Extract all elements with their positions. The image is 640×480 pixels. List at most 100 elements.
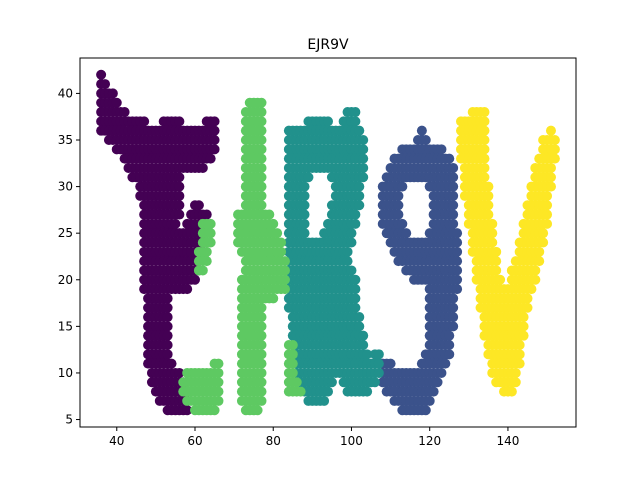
scatter-point (479, 153, 490, 164)
scatter-point (209, 135, 220, 145)
scatter-point (358, 330, 369, 341)
scatter-point (452, 284, 463, 295)
scatter-point (542, 218, 553, 229)
scatter-point (491, 246, 502, 257)
scatter-point (256, 330, 267, 341)
scatter-point (362, 386, 373, 397)
scatter-point (96, 69, 107, 80)
scatter-point (299, 190, 310, 201)
series-4 (456, 107, 560, 397)
y-axis: 5 10 15 20 25 30 35 40 (58, 86, 80, 427)
scatter-point (256, 377, 267, 388)
scatter-point (256, 321, 267, 332)
scatter-point (256, 153, 267, 164)
x-tick-label: 80 (266, 434, 281, 448)
y-tick-label: 10 (58, 366, 73, 380)
scatter-point (256, 135, 267, 145)
scatter-point (162, 302, 173, 313)
y-tick-label: 15 (58, 319, 73, 333)
scatter-point (495, 274, 506, 285)
scatter-point (420, 405, 431, 416)
scatter-point (385, 358, 396, 369)
scatter-point (256, 312, 267, 323)
scatter-point (350, 284, 361, 295)
scatter-point (549, 153, 560, 164)
scatter-point (545, 181, 556, 192)
scatter-point (401, 228, 412, 239)
scatter-point (256, 181, 267, 192)
scatter-point (444, 330, 455, 341)
y-tick-label: 25 (58, 226, 73, 240)
scatter-point (358, 144, 369, 155)
scatter-point (162, 293, 173, 304)
x-axis: 40 60 80 100 120 140 (109, 427, 519, 448)
scatter-point (213, 367, 224, 378)
scatter-point (276, 246, 287, 257)
scatter-point (256, 358, 267, 369)
scatter-point (190, 274, 200, 285)
scatter-point (358, 135, 369, 145)
scatter-point (350, 274, 361, 285)
scatter-point (268, 218, 279, 229)
scatter-point (358, 340, 369, 350)
chart-title: EJR9V (307, 37, 349, 53)
scatter-point (170, 218, 181, 229)
scatter-point (256, 144, 267, 155)
scatter-point (256, 97, 267, 108)
scatter-point (350, 218, 361, 229)
scatter-point (483, 181, 494, 192)
scatter-point (346, 228, 357, 239)
scatter-point (393, 190, 404, 201)
scatter-point (205, 153, 216, 164)
scatter-point (119, 107, 130, 118)
scatter-point (287, 367, 298, 378)
scatter-point (483, 190, 494, 201)
y-tick-label: 40 (58, 86, 73, 100)
scatter-point (350, 302, 361, 313)
scatter-point (291, 377, 302, 388)
scatter-point (479, 125, 490, 136)
scatter-point (545, 125, 556, 136)
scatter-point (510, 367, 521, 378)
scatter-point (279, 265, 290, 276)
scatter-point (287, 358, 298, 369)
scatter-point (252, 405, 263, 416)
data-points (96, 69, 560, 416)
scatter-point (354, 200, 365, 211)
scatter-point (174, 172, 185, 183)
scatter-point (542, 200, 553, 211)
scatter-point (483, 209, 494, 220)
scatter-point (448, 190, 459, 201)
scatter-point (436, 144, 447, 155)
scatter-point (479, 116, 490, 127)
scatter-point (452, 228, 463, 239)
scatter-point (436, 367, 447, 378)
x-tick-label: 40 (109, 434, 124, 448)
scatter-point (350, 209, 361, 220)
scatter-point (162, 321, 173, 332)
scatter-point (111, 97, 122, 108)
scatter-point (162, 340, 173, 350)
scatter-point (373, 367, 384, 378)
scatter-point (506, 386, 517, 397)
scatter-point (209, 405, 220, 416)
scatter-point (514, 358, 525, 369)
scatter-point (162, 312, 173, 323)
scatter-point (545, 172, 556, 183)
scatter-point (448, 181, 459, 192)
scatter-point (510, 377, 521, 388)
scatter-point (354, 312, 365, 323)
scatter-point (299, 200, 310, 211)
scatter-point (354, 125, 365, 136)
scatter-point (100, 79, 111, 90)
scatter-point (201, 209, 212, 220)
scatter-point (444, 340, 455, 350)
scatter-point (534, 246, 545, 257)
scatter-point (448, 162, 459, 173)
scatter-point (428, 386, 439, 397)
scatter-point (205, 228, 216, 239)
scatter-point (213, 358, 224, 369)
scatter-point (444, 153, 455, 164)
scatter-point (350, 116, 361, 127)
